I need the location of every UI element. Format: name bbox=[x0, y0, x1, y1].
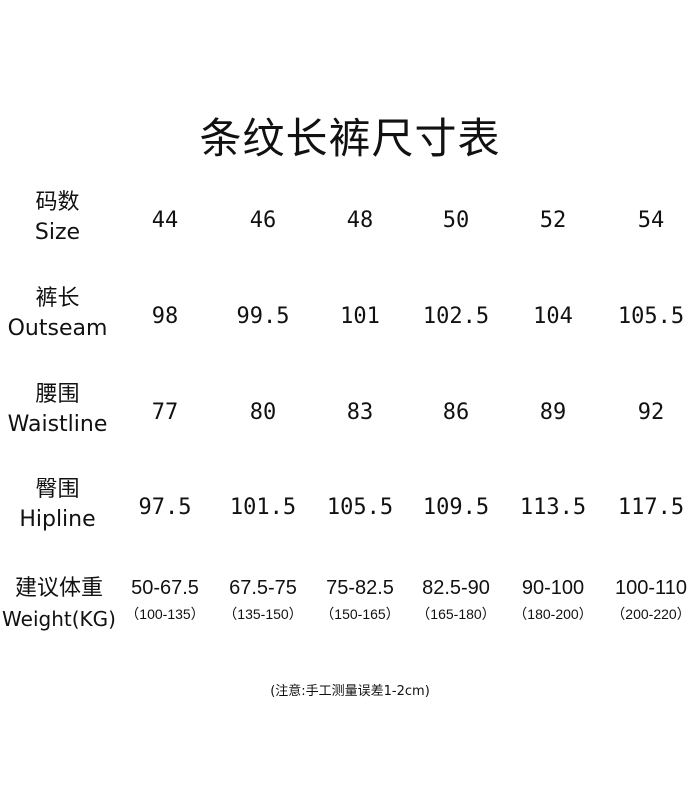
row-label-en: Weight(KG) bbox=[2, 607, 116, 631]
table-cell: 109.5 bbox=[422, 495, 490, 520]
weight-cell: 75-82.5 （150-165） bbox=[310, 574, 410, 626]
weight-jin: （180-200） bbox=[513, 606, 593, 622]
row-label-en: Outseam bbox=[7, 316, 108, 341]
row-label: 裤长 Outseam bbox=[0, 284, 115, 344]
table-cell: 83 bbox=[346, 400, 374, 425]
table-cell: 97.5 bbox=[138, 495, 192, 520]
row-label-cn: 码数 bbox=[35, 190, 80, 215]
weight-kg: 82.5-90 bbox=[422, 577, 490, 599]
table-cell: 105.5 bbox=[326, 495, 394, 520]
weight-cell: 67.5-75 （135-150） bbox=[213, 574, 313, 626]
row-label-cn: 裤长 bbox=[35, 286, 80, 311]
row-label: 建议体重 Weight(KG) bbox=[0, 574, 118, 634]
table-cell: 77 bbox=[151, 400, 179, 425]
table-cell: 99.5 bbox=[236, 304, 290, 329]
row-label-cn: 腰围 bbox=[35, 382, 80, 407]
weight-jin: （165-180） bbox=[416, 606, 496, 622]
table-cell: 104 bbox=[533, 304, 573, 329]
table-cell: 105.5 bbox=[617, 304, 685, 329]
page-title: 条纹长裤尺寸表 bbox=[199, 114, 501, 163]
weight-kg: 50-67.5 bbox=[131, 577, 199, 599]
table-cell: 44 bbox=[151, 208, 179, 233]
table-cell: 113.5 bbox=[519, 495, 587, 520]
table-cell: 86 bbox=[442, 400, 470, 425]
row-label-en: Waistline bbox=[7, 412, 108, 437]
row-label-en: Size bbox=[34, 220, 81, 245]
table-row-weight: 建议体重 Weight(KG) 50-67.5 （100-135） 67.5-75 （13… bbox=[0, 574, 700, 644]
table-cell: 89 bbox=[539, 400, 567, 425]
weight-jin: （100-135） bbox=[125, 606, 205, 622]
weight-kg: 75-82.5 bbox=[326, 577, 394, 599]
weight-cell: 82.5-90 （165-180） bbox=[406, 574, 506, 626]
row-label-en: Hipline bbox=[19, 507, 96, 532]
table-cell: 80 bbox=[249, 400, 277, 425]
table-row: 裤长 Outseam 98 99.5 101 102.5 104 105.5 bbox=[0, 284, 700, 354]
weight-kg: 90-100 bbox=[521, 577, 585, 599]
weight-cell: 100-110 （200-220） bbox=[601, 574, 700, 626]
row-label: 臀围 Hipline bbox=[0, 475, 115, 535]
table-cell: 102.5 bbox=[422, 304, 490, 329]
row-label: 腰围 Waistline bbox=[0, 380, 115, 440]
weight-jin: （150-165） bbox=[320, 606, 400, 622]
row-label-cn: 臀围 bbox=[35, 477, 80, 502]
table-cell: 92 bbox=[637, 400, 665, 425]
row-label-cn: 建议体重 bbox=[14, 576, 103, 601]
weight-jin: （200-220） bbox=[611, 606, 691, 622]
weight-kg: 67.5-75 bbox=[229, 577, 297, 599]
row-label: 码数 Size bbox=[0, 188, 115, 248]
weight-kg: 100-110 bbox=[615, 577, 687, 599]
table-cell: 101.5 bbox=[229, 495, 297, 520]
table-cell: 48 bbox=[346, 208, 374, 233]
table-cell: 101 bbox=[340, 304, 380, 329]
weight-cell: 50-67.5 （100-135） bbox=[115, 574, 215, 626]
measurement-note: (注意:手工测量误差1-2cm) bbox=[270, 684, 430, 699]
weight-jin: （135-150） bbox=[223, 606, 303, 622]
table-cell: 54 bbox=[637, 208, 665, 233]
table-cell: 50 bbox=[442, 208, 470, 233]
table-row: 码数 Size 44 46 48 50 52 54 bbox=[0, 188, 700, 258]
table-cell: 46 bbox=[249, 208, 277, 233]
table-row: 臀围 Hipline 97.5 101.5 105.5 109.5 113.5 117.5 bbox=[0, 475, 700, 545]
table-cell: 52 bbox=[539, 208, 567, 233]
weight-cell: 90-100 （180-200） bbox=[503, 574, 603, 626]
table-cell: 98 bbox=[151, 304, 179, 329]
table-row: 腰围 Waistline 77 80 83 86 89 92 bbox=[0, 380, 700, 450]
table-cell: 117.5 bbox=[617, 495, 685, 520]
